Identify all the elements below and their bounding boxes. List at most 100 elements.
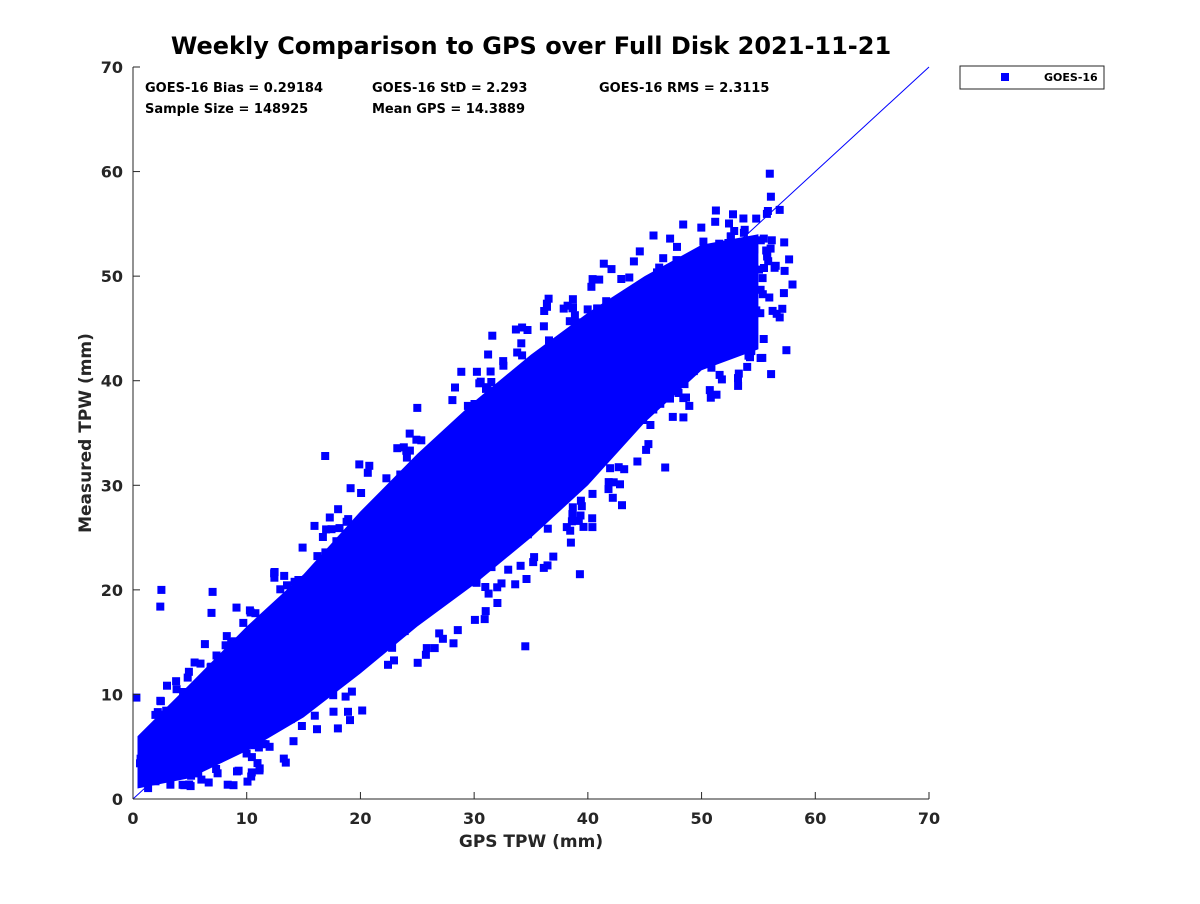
scatter-point — [740, 239, 749, 248]
scatter-point — [462, 506, 471, 515]
scatter-point — [583, 439, 592, 448]
scatter-point — [470, 615, 479, 624]
scatter-point — [743, 328, 752, 337]
scatter-point — [741, 243, 750, 252]
scatter-point — [298, 543, 307, 552]
scatter-point — [707, 271, 716, 280]
scatter-point — [426, 460, 435, 469]
scatter-point — [785, 255, 794, 264]
scatter-point — [564, 465, 573, 474]
scatter-point — [222, 632, 231, 641]
scatter-point — [471, 513, 480, 522]
scatter-point — [374, 579, 383, 588]
scatter-point — [520, 389, 529, 398]
scatter-point — [733, 320, 742, 329]
scatter-point — [762, 209, 771, 218]
scatter-point — [201, 712, 210, 720]
scatter-point — [511, 325, 520, 334]
scatter-point — [505, 381, 514, 390]
scatter-point — [739, 214, 748, 223]
scatter-point — [382, 474, 391, 483]
scatter-point — [418, 475, 427, 484]
scatter-point — [768, 306, 777, 315]
y-tick-label: 30 — [101, 476, 123, 495]
scatter-point — [532, 383, 541, 392]
scatter-point — [710, 278, 719, 287]
scatter-point — [518, 472, 527, 481]
scatter-point — [239, 618, 248, 627]
scatter-point — [327, 525, 336, 534]
scatter-point — [559, 466, 568, 475]
scatter-point — [616, 480, 624, 489]
scatter-point — [739, 228, 748, 237]
scatter-point — [679, 220, 688, 229]
scatter-point — [458, 440, 467, 449]
scatter-point — [629, 257, 638, 266]
scatter-point — [588, 523, 597, 532]
scatter-point — [724, 251, 733, 259]
scatter-point — [218, 703, 227, 712]
scatter-point — [780, 266, 789, 275]
scatter-point — [623, 409, 632, 418]
scatter-point — [221, 666, 230, 675]
scatter-point — [666, 394, 674, 403]
scatter-point — [143, 738, 152, 747]
scatter-point — [706, 393, 715, 402]
scatter-point — [138, 766, 147, 775]
scatter-point — [544, 444, 553, 453]
scatter-point — [206, 716, 215, 725]
scatter-point — [606, 464, 615, 473]
scatter-point — [235, 681, 244, 690]
scatter-point — [540, 307, 549, 315]
scatter-point — [172, 677, 181, 686]
scatter-point — [382, 589, 391, 598]
scatter-point — [390, 656, 398, 665]
scatter-point — [610, 423, 618, 432]
scatter-point — [189, 713, 198, 722]
scatter-point — [730, 227, 739, 235]
scatter-point — [297, 722, 306, 730]
scatter-point — [756, 285, 765, 294]
scatter-point — [215, 661, 223, 670]
scatter-point — [366, 597, 375, 606]
scatter-point — [499, 357, 508, 366]
scatter-point — [174, 714, 183, 723]
scatter-point — [346, 484, 355, 493]
scatter-point — [764, 257, 773, 266]
x-ticks: 0 10 20 30 40 50 60 70 — [127, 792, 940, 828]
scatter-point — [367, 542, 376, 551]
scatter-point — [752, 306, 761, 315]
scatter-point — [310, 685, 319, 694]
scatter-point — [722, 303, 731, 312]
scatter-point — [398, 556, 407, 565]
scatter-point — [190, 658, 199, 667]
scatter-point — [453, 626, 462, 635]
scatter-point — [655, 263, 664, 272]
legend-marker — [1001, 73, 1009, 81]
y-tick-label: 50 — [101, 267, 123, 286]
scatter-point — [568, 295, 577, 304]
scatter-point — [720, 281, 729, 290]
scatter-point — [652, 295, 661, 304]
scatter-point — [563, 388, 571, 396]
scatter-point — [584, 426, 593, 434]
scatter-point — [531, 465, 540, 474]
scatter-point — [341, 692, 350, 701]
scatter-point — [708, 343, 717, 352]
scatter-point — [731, 325, 740, 334]
scatter-point — [540, 459, 549, 468]
scatter-point — [548, 338, 557, 347]
scatter-point — [377, 498, 386, 507]
scatter-point — [623, 424, 632, 433]
scatter-point — [365, 610, 374, 619]
scatter-point — [204, 778, 213, 787]
scatter-point — [451, 383, 459, 392]
scatter-point — [402, 453, 411, 462]
scatter-point — [536, 412, 544, 420]
scatter-point — [312, 627, 321, 636]
scatter-point — [404, 599, 413, 608]
y-tick-label: 0 — [112, 790, 123, 809]
scatter-point — [422, 489, 431, 498]
scatter-point — [293, 679, 302, 688]
scatter-point — [653, 268, 661, 277]
